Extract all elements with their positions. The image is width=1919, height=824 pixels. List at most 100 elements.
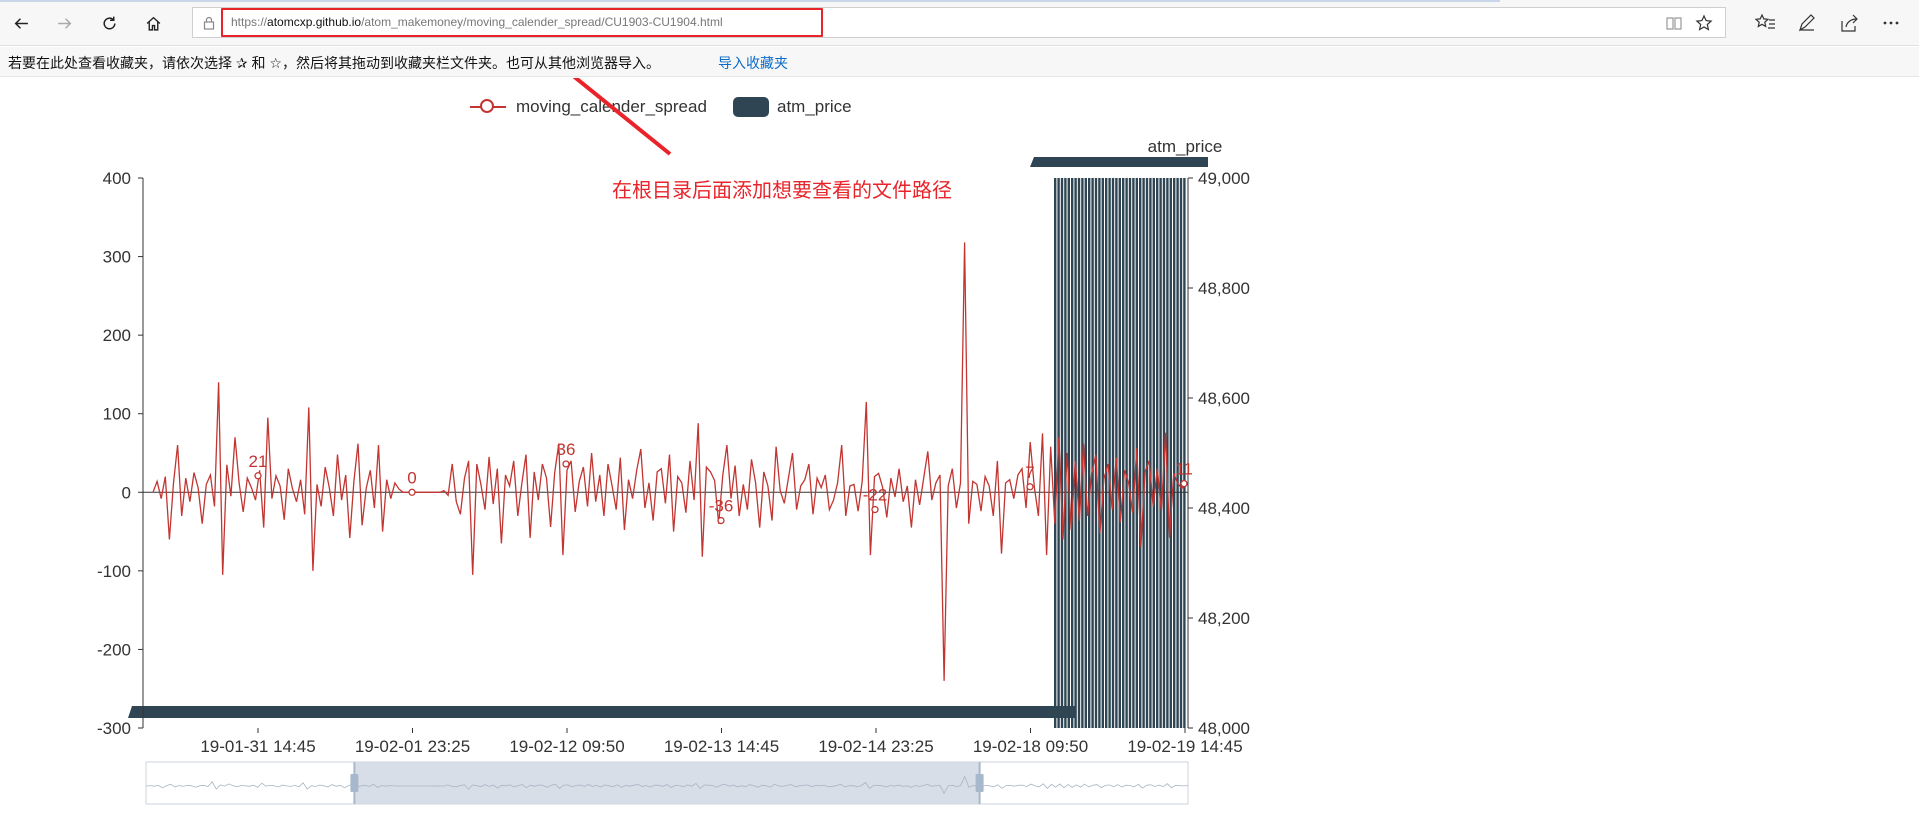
- x-tick-label: 19-01-31 14:45: [200, 737, 315, 756]
- atm-price-bar: [1064, 178, 1067, 728]
- spread-point-label: 21: [249, 452, 268, 471]
- zoom-handle-grip: [975, 774, 984, 792]
- atm-price-bar: [1159, 178, 1162, 728]
- atm-price-bar: [1166, 178, 1169, 728]
- spread-series-line: [152, 242, 1187, 681]
- spread-line-layer: [152, 242, 1187, 681]
- reading-view-icon[interactable]: [1665, 14, 1683, 32]
- atm-price-bar: [1152, 178, 1155, 728]
- atm-price-bar: [1118, 178, 1121, 728]
- y-right-tick-label: 48,800: [1198, 279, 1250, 298]
- y-right-axis-name: atm_price: [1148, 137, 1223, 156]
- loading-progress-line: [0, 0, 1500, 2]
- data-zoom-slider[interactable]: [145, 761, 1189, 805]
- legend-label: atm_price: [777, 97, 852, 116]
- atm-price-bar: [1054, 178, 1057, 728]
- spread-point-marker: [254, 472, 262, 480]
- import-favorites-link[interactable]: 导入收藏夹: [718, 55, 788, 71]
- url-highlight-box: [221, 8, 823, 37]
- share-icon[interactable]: [1839, 12, 1861, 34]
- spread-point-label: 0: [407, 468, 416, 487]
- y-left-tick-label: -100: [97, 562, 131, 581]
- favorites-hint-text: 若要在此处查看收藏夹，请依次选择 ✰ 和 ☆，然后将其拖动到收藏夹栏文件夹。也可…: [8, 55, 660, 71]
- spread-point-marker: [1180, 479, 1188, 488]
- x-tick-label: 19-02-13 14:45: [664, 737, 779, 756]
- atm-price-bar: [1091, 178, 1094, 728]
- y-left-tick-label: 0: [122, 483, 131, 502]
- atm-price-bar: [1122, 178, 1125, 728]
- spread-point-marker: [1026, 483, 1034, 491]
- bottom-scroll-handle: [128, 706, 1076, 718]
- atm-price-bar: [1149, 178, 1152, 728]
- atm-price-bar: [1098, 178, 1101, 728]
- atm-price-bar: [1084, 178, 1087, 728]
- favorites-bar: 若要在此处查看收藏夹，请依次选择 ✰ 和 ☆，然后将其拖动到收藏夹栏文件夹。也可…: [0, 47, 1919, 77]
- y-right-tick-label: 48,400: [1198, 499, 1250, 518]
- zoom-handle-grip: [350, 774, 359, 792]
- spread-point-marker: [717, 516, 725, 525]
- atm-price-bar: [1115, 178, 1118, 728]
- more-icon[interactable]: [1880, 12, 1902, 34]
- atm-price-bar: [1101, 178, 1104, 728]
- address-bar[interactable]: https://atomcxp.github.io/atom_makemoney…: [192, 7, 1726, 38]
- atm-price-bar: [1139, 178, 1142, 728]
- lock-icon: [203, 16, 215, 30]
- chart-axes: 400 300 200 100 0 -100 -200 -300 49,000 48,800 48,…: [97, 137, 1250, 756]
- x-tick-label: 19-02-12 09:50: [509, 737, 624, 756]
- y-left-tick-label: -200: [97, 640, 131, 659]
- y-left-tick-label: -300: [97, 719, 131, 738]
- spread-point-label: 7: [1025, 463, 1034, 482]
- url-path: /atom_makemoney/moving_calender_spread/C…: [361, 15, 723, 29]
- atm-price-bar: [1108, 178, 1111, 728]
- spread-point-marker: [871, 505, 879, 514]
- atm-price-bar: [1169, 178, 1172, 728]
- y-right-tick-label: 49,000: [1198, 169, 1250, 188]
- y-left-tick-label: 200: [103, 326, 131, 345]
- atm-price-bar: [1179, 178, 1183, 728]
- spread-point-label: 11: [1175, 460, 1193, 479]
- x-tick-label: 19-02-14 23:25: [818, 737, 933, 756]
- spread-point-label: 36: [557, 440, 576, 459]
- annotation-arrow-line: [572, 78, 672, 156]
- forward-icon[interactable]: [49, 8, 79, 38]
- chart-canvas[interactable]: 400 300 200 100 0 -100 -200 -300 49,000 48,800 48,…: [0, 78, 1919, 824]
- annotation-text: 在根目录后面添加想要查看的文件路径: [612, 180, 952, 202]
- atm-price-bar: [1074, 178, 1077, 728]
- zoom-preview-line: [145, 775, 1189, 795]
- home-icon[interactable]: [138, 8, 168, 38]
- atm-price-bar: [1077, 178, 1081, 728]
- favorites-hub-icon[interactable]: [1754, 12, 1776, 34]
- right-scroll-handle: [1030, 157, 1208, 167]
- atm-price-bar: [1105, 178, 1108, 728]
- atm-price-bars: [128, 157, 1208, 728]
- x-tick-label: 19-02-19 14:45: [1127, 737, 1242, 756]
- atm-price-bar: [1071, 178, 1074, 728]
- atm-price-bar: [1094, 178, 1098, 728]
- legend-bar-symbol: [733, 97, 769, 117]
- atm-price-bar: [1173, 178, 1176, 728]
- url-scheme: https://: [231, 15, 268, 29]
- atm-price-bar: [1111, 178, 1115, 728]
- atm-price-bar: [1067, 178, 1070, 728]
- annotation-arrow: [572, 78, 672, 156]
- spread-point-label: -36: [709, 497, 734, 516]
- back-icon[interactable]: [6, 8, 36, 38]
- atm-price-bar: [1128, 178, 1132, 728]
- legend-item-atm-price[interactable]: atm_price: [733, 96, 852, 118]
- legend-line-circle-symbol: [470, 96, 506, 118]
- y-right-tick-label: 48,000: [1198, 719, 1250, 738]
- y-left-tick-label: 400: [103, 169, 131, 188]
- atm-price-bar: [1088, 178, 1091, 728]
- spread-point-label: -22: [863, 486, 888, 505]
- y-left-tick-label: 300: [103, 248, 131, 267]
- zoom-selected-range: [354, 762, 980, 804]
- atm-price-bar: [1142, 178, 1145, 728]
- pen-icon[interactable]: [1796, 12, 1818, 34]
- url-host: atomcxp.github.io: [267, 15, 362, 29]
- favorite-star-icon[interactable]: [1695, 14, 1713, 32]
- spread-point-marker: [562, 460, 570, 468]
- url-text[interactable]: https://atomcxp.github.io/atom_makemoney…: [231, 15, 723, 29]
- y-right-tick-label: 48,600: [1198, 389, 1250, 408]
- refresh-icon[interactable]: [94, 8, 124, 38]
- atm-price-bar: [1156, 178, 1159, 728]
